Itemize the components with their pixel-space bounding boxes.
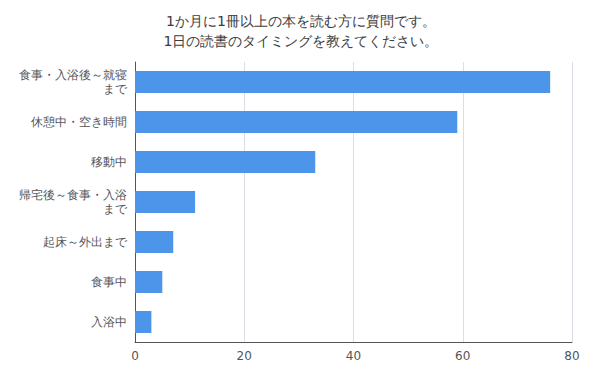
svg-text:食事・入浴後～就寝: 食事・入浴後～就寝 [19,68,127,82]
svg-text:休憩中・空き時間: 休憩中・空き時間 [31,115,127,129]
svg-text:80: 80 [564,349,579,363]
svg-text:1か月に1冊以上の本を読む方に質問です。: 1か月に1冊以上の本を読む方に質問です。 [166,13,436,29]
svg-text:帰宅後～食事・入浴: 帰宅後～食事・入浴 [19,188,127,202]
svg-text:20: 20 [237,349,252,363]
svg-text:入浴中: 入浴中 [91,315,127,329]
svg-text:まで: まで [103,202,128,216]
svg-text:まで: まで [103,82,128,96]
svg-text:起床～外出まで: 起床～外出まで [43,235,128,249]
svg-text:40: 40 [346,349,361,363]
svg-text:60: 60 [455,349,470,363]
svg-text:1日の読書のタイミングを教えてください。: 1日の読書のタイミングを教えてください。 [164,33,439,49]
svg-text:食事中: 食事中 [91,275,127,289]
svg-text:移動中: 移動中 [91,155,127,169]
svg-text:0: 0 [131,349,139,363]
